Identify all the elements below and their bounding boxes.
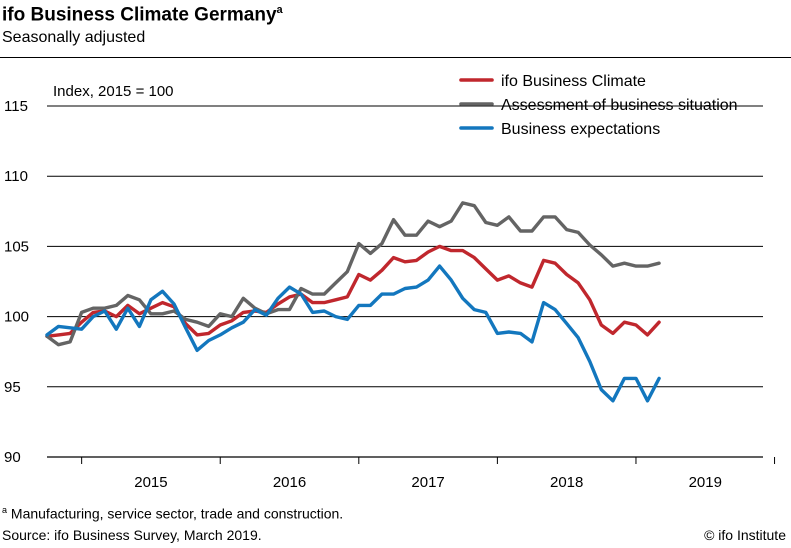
index-annotation: Index, 2015 = 100: [53, 83, 174, 100]
header-divider: [0, 57, 791, 58]
footnote-mark: a: [2, 505, 8, 515]
x-tick-label: 2019: [689, 474, 722, 491]
y-tick-label: 115: [4, 98, 28, 115]
chart-title: ifo Business Climate Germanya: [2, 4, 283, 26]
series-line-3: [45, 264, 661, 403]
copyright: © ifo Institute: [704, 527, 786, 543]
legend-label: Assessment of business situation: [501, 97, 738, 114]
series-line-2: [45, 201, 661, 347]
title-footnote-mark: a: [276, 4, 283, 16]
y-tick-label: 110: [4, 168, 28, 185]
x-tick-label: 2018: [550, 474, 583, 491]
legend-label: ifo Business Climate: [501, 73, 646, 90]
legend-label: Business expectations: [501, 121, 660, 138]
x-tick-label: 2015: [134, 474, 167, 491]
y-tick-label: 95: [4, 379, 21, 396]
x-tick-label: 2017: [411, 474, 444, 491]
y-tick-label: 100: [4, 309, 29, 326]
footnote: a Manufacturing, service sector, trade a…: [2, 505, 344, 522]
x-tick-label: 2016: [273, 474, 306, 491]
y-tick-label: 105: [4, 238, 29, 255]
source-note: Source: ifo Business Survey, March 2019.: [2, 527, 262, 543]
y-tick-label: 90: [4, 449, 21, 466]
chart-subtitle: Seasonally adjusted: [2, 29, 146, 46]
